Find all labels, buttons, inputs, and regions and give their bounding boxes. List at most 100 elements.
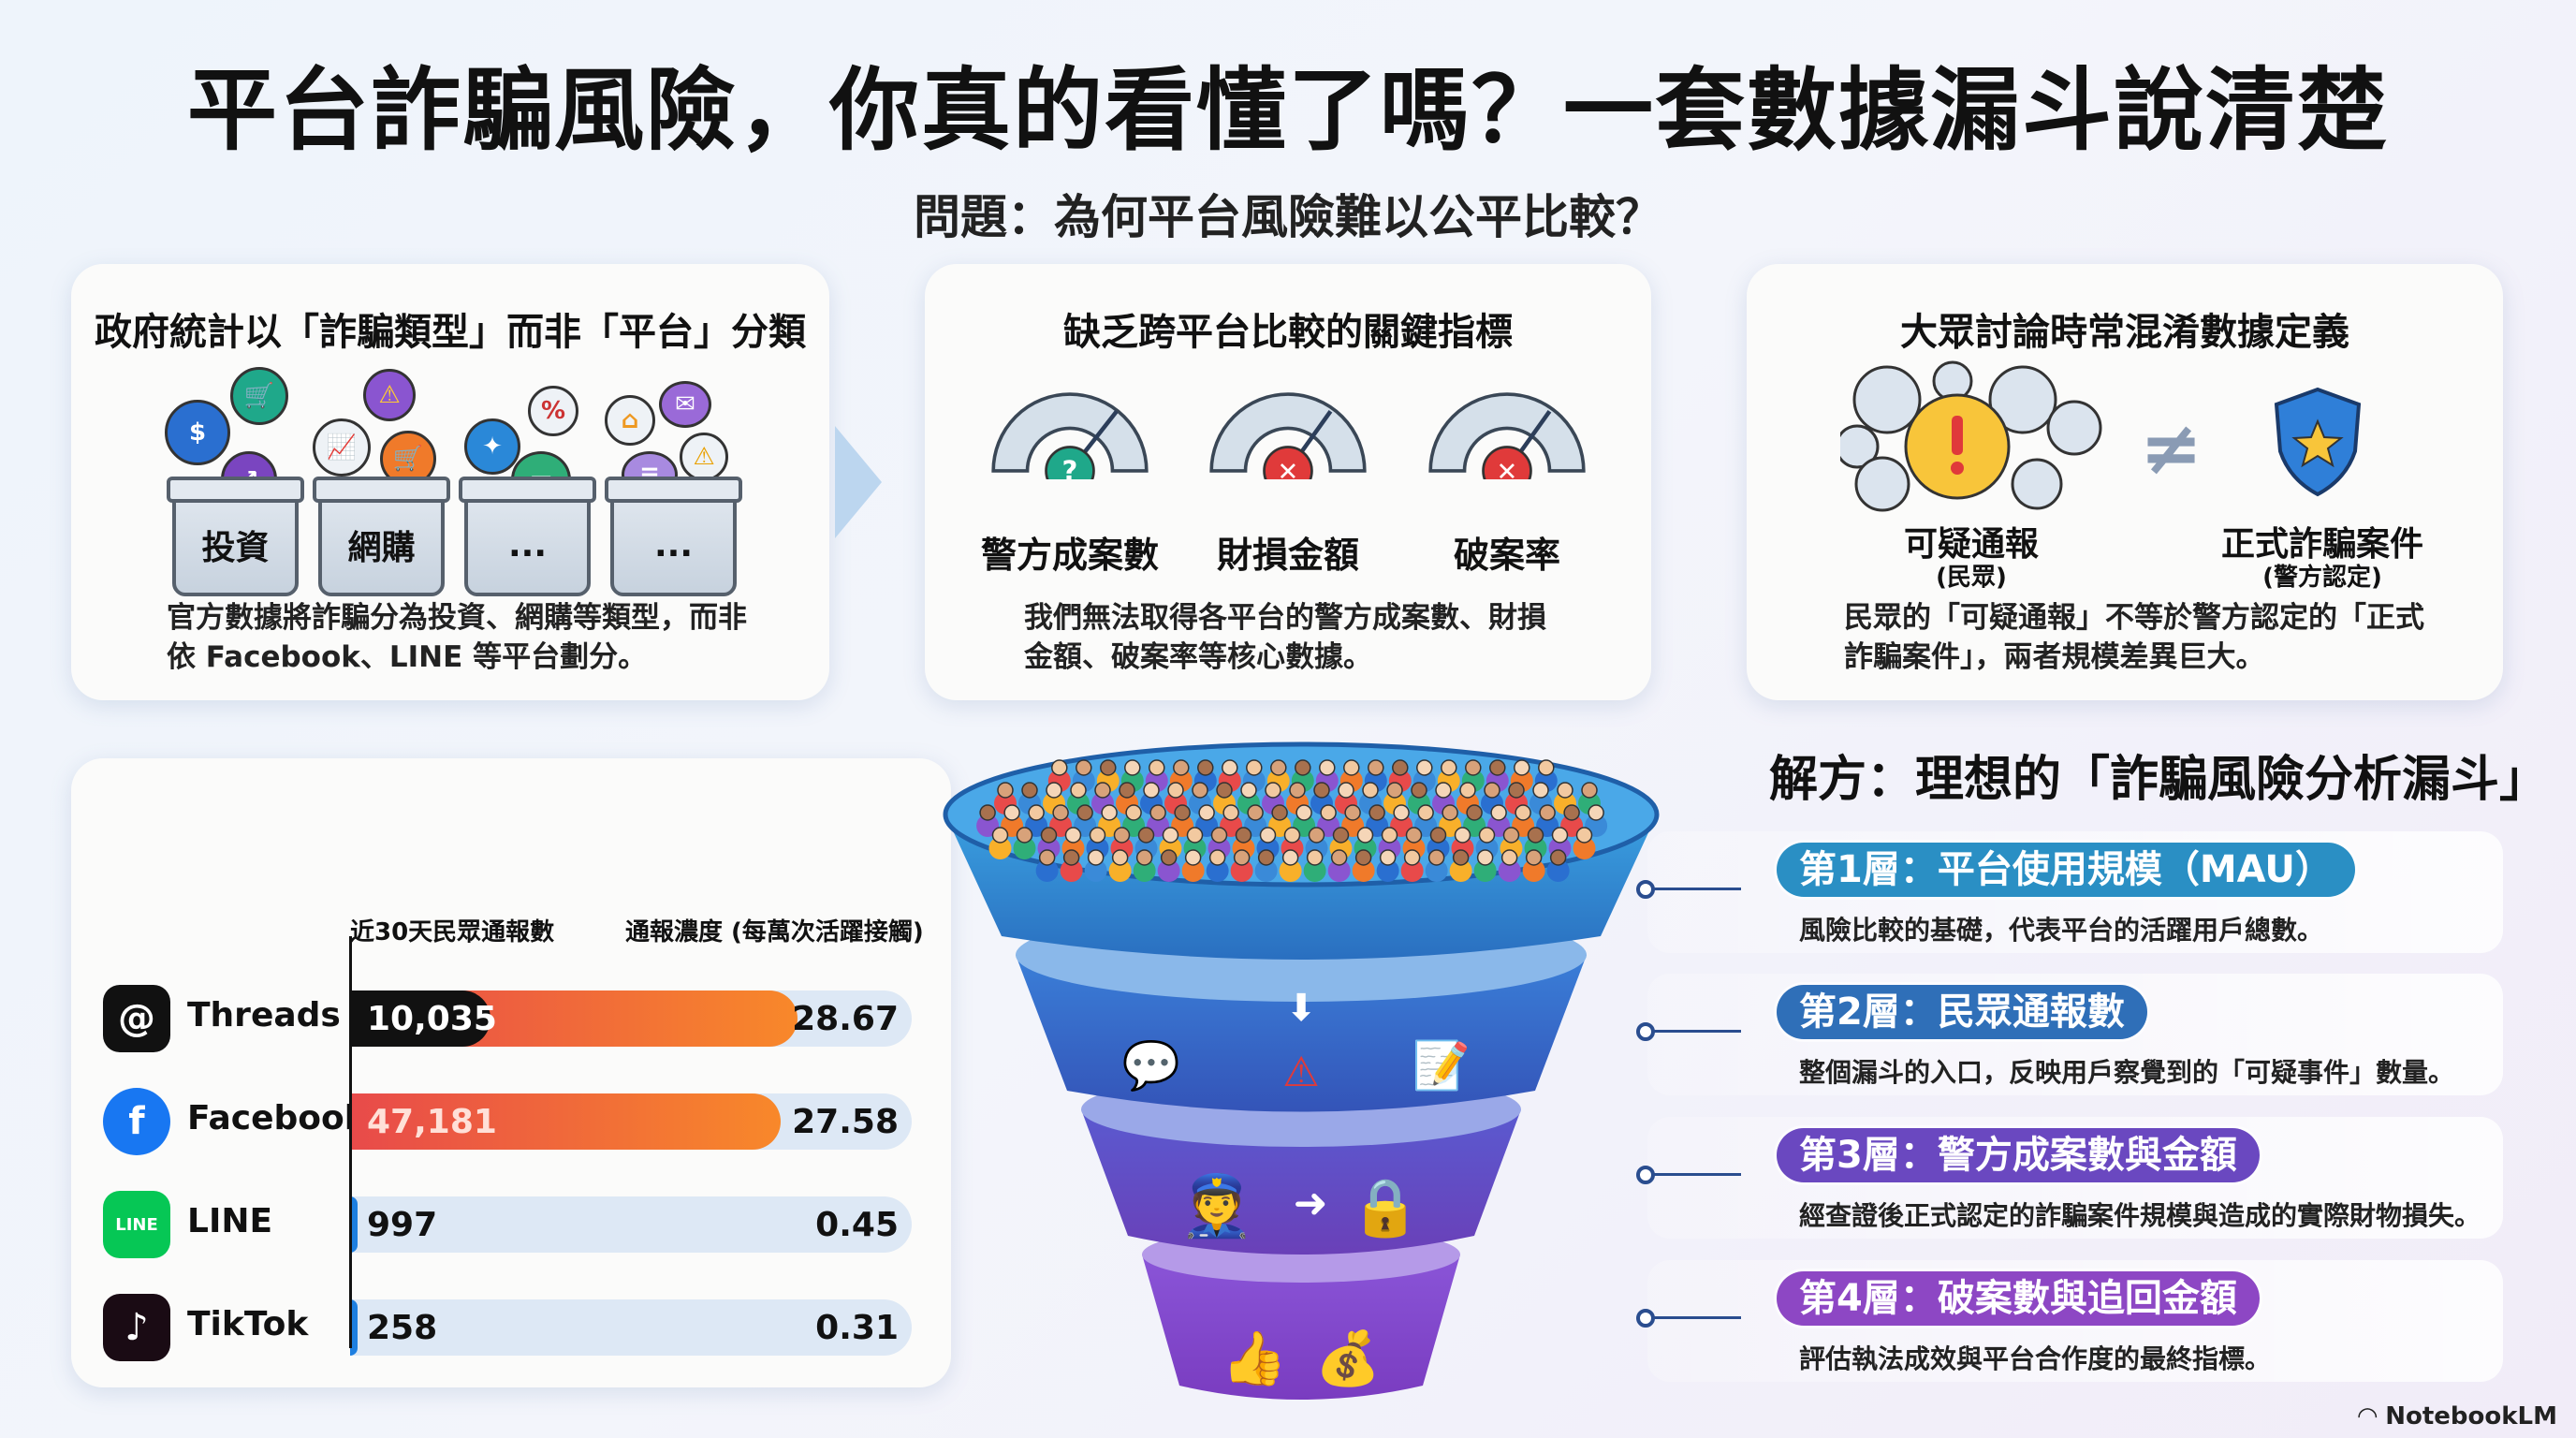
funnel-layer-3 [1081, 1109, 1521, 1255]
person-head-icon [1427, 849, 1445, 866]
tiktok-logo-icon: ♪ [103, 1294, 170, 1361]
person-head-icon [1038, 849, 1056, 866]
person-head-icon [1089, 827, 1106, 844]
card-missing-metrics: 缺乏跨平台比較的關鍵指標 ? ✕ ✕ 警方成案數 財損金額 破案率 我們無法取得… [925, 264, 1651, 700]
person-head-icon [997, 782, 1014, 799]
percent-bubble-icon: % [528, 386, 578, 436]
person-head-icon [1386, 782, 1403, 799]
police-badge-icon [2274, 387, 2362, 497]
report-form-icon: 📝 [1412, 1038, 1471, 1093]
bar-track: 258 0.31 [350, 1299, 912, 1356]
person-head-icon [1416, 759, 1433, 776]
report-count-label: 258 [367, 1309, 438, 1347]
platform-name: TikTok [187, 1305, 309, 1343]
chart-row-facebook: f Facebook 47,181 27.58 [71, 1082, 951, 1157]
layer-desc: 風險比較的基礎，代表平台的活躍用戶總數。 [1799, 915, 2324, 946]
chart-row-line: LINE LINE 997 0.45 [71, 1185, 951, 1260]
person-head-icon [1435, 782, 1452, 799]
layer-pill: 第4層：破案數與追回金額 [1777, 1271, 2260, 1326]
notebooklm-brand: ◠ NotebookLM [2358, 1402, 2557, 1431]
person-head-icon [1368, 804, 1385, 821]
formal-case-sublabel: (警方認定) [2262, 564, 2382, 592]
person-head-icon [1076, 759, 1092, 776]
person-icon [1013, 837, 1036, 859]
person-head-icon [1381, 827, 1398, 844]
person-head-icon [1343, 759, 1360, 776]
solution-title: 解方：理想的「詐騙風險分析漏斗」 [1769, 752, 2549, 808]
person-head-icon [1306, 849, 1324, 866]
person-head-icon [1210, 827, 1228, 844]
person-head-icon [1344, 804, 1361, 821]
card-classification: 政府統計以「詐騙類型」而非「平台」分類 $ 🛒 ↗ 📈 ⚠ 🛒 ✦ % ▭ ⌂ … [71, 264, 829, 700]
person-head-icon [1515, 804, 1531, 821]
money-bag-icon: 💰 [1315, 1328, 1381, 1389]
count-bar [350, 990, 490, 1047]
person-head-icon [1076, 804, 1093, 821]
person-head-icon [1240, 782, 1257, 799]
layer-desc: 整個漏斗的入口，反映用戶察覺到的「可疑事件」數量。 [1799, 1057, 2455, 1088]
person-head-icon [1575, 827, 1593, 844]
svg-text:✕: ✕ [1497, 458, 1518, 479]
page-title: 平台詐騙風險，你真的看懂了嗎？一套數據漏斗說清楚 [187, 58, 2389, 163]
connector-dot [1636, 1166, 1655, 1184]
speech-bubbles-icon [1840, 360, 2102, 512]
funnel-layer-4-description: 第4層：破案數與追回金額 評估執法成效與平台合作度的最終指標。 [1636, 1260, 2503, 1382]
person-head-icon [1265, 782, 1281, 799]
person-head-icon [1167, 782, 1184, 799]
column-header-density: 通報濃度 (每萬次活躍接觸) [625, 918, 924, 946]
person-head-icon [1356, 827, 1374, 844]
person-head-icon [1442, 804, 1458, 821]
bar-track: 47,181 27.58 [350, 1093, 912, 1150]
chart-row-tiktok: ♪ TikTok 258 0.31 [71, 1288, 951, 1363]
warning-bubble-icon: ⚠ [363, 369, 416, 421]
funnel-layer-4 [1142, 1255, 1460, 1400]
person-icon [1498, 859, 1521, 882]
report-count-label: 10,035 [367, 1000, 497, 1038]
person-head-icon [1135, 849, 1153, 866]
funnel-layer-3-description: 第3層：警方成案數與金額 經查證後正式認定的詐騙案件規模與造成的實際財物損失。 [1636, 1117, 2503, 1239]
svg-text:?: ? [1062, 455, 1078, 479]
person-head-icon [1563, 804, 1580, 821]
person-icon [1279, 859, 1302, 882]
person-head-icon [1051, 759, 1068, 776]
person-head-icon [1283, 827, 1301, 844]
bar-track: 997 0.45 [350, 1196, 912, 1253]
bin-other: ... [605, 477, 742, 596]
person-head-icon [1208, 849, 1226, 866]
card-text: 民眾的「可疑通報」不等於警方認定的「正式詐騙案件」，兩者規模差異巨大。 [1844, 601, 2424, 674]
density-bar [350, 1299, 358, 1356]
home-bubble-icon: ⌂ [605, 395, 655, 446]
person-head-icon [1257, 849, 1275, 866]
person-head-icon [1490, 804, 1507, 821]
svg-text:✕: ✕ [1278, 458, 1299, 479]
person-head-icon [1581, 782, 1598, 799]
person-head-icon [1052, 804, 1069, 821]
suspicious-report-sublabel: (民眾) [1936, 564, 2007, 592]
person-head-icon [1281, 849, 1299, 866]
arrow-right-icon: ➜ [1294, 1180, 1328, 1227]
person-head-icon [1308, 827, 1325, 844]
gauge-label: 財損金額 [1216, 535, 1359, 576]
bar-track: 10,035 28.67 [350, 990, 912, 1047]
gauge-label: 破案率 [1453, 535, 1560, 576]
person-head-icon [1270, 759, 1287, 776]
person-icon [1473, 859, 1497, 882]
person-head-icon [1137, 827, 1155, 844]
person-head-icon [1184, 849, 1202, 866]
not-equal-sign: ≠ [2140, 404, 2203, 492]
density-value-label: 28.67 [792, 1000, 899, 1038]
person-head-icon [1527, 827, 1544, 844]
problem-subtitle: 問題：為何平台風險難以公平比較？ [914, 190, 1662, 244]
person-head-icon [1452, 849, 1470, 866]
mail-bubble-icon: ✉ [659, 381, 711, 428]
person-icon [1230, 859, 1253, 882]
fraud-risk-funnel: ⬇ 💬 ⚠ 📝 👮 ➜ 🔒 👍 💰 [943, 741, 1660, 1400]
person-icon [1181, 859, 1205, 882]
person-head-icon [1247, 804, 1264, 821]
layer-pill: 第1層：平台使用規模（MAU） [1777, 843, 2355, 897]
person-head-icon [1094, 782, 1111, 799]
layer-desc: 經查證後正式認定的詐騙案件規模與造成的實際財物損失。 [1799, 1200, 2481, 1231]
platform-name: LINE [187, 1202, 273, 1240]
cart-bubble-icon: 🛒 [230, 367, 288, 425]
person-head-icon [1489, 759, 1506, 776]
